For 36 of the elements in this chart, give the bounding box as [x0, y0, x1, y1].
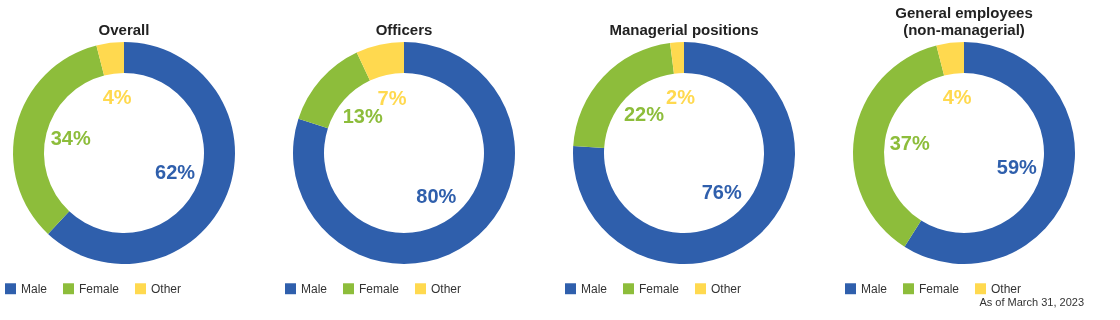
- legend-label: Female: [79, 281, 120, 296]
- donut-slice: [670, 42, 684, 74]
- chart-title: Managerial positions: [609, 21, 759, 38]
- legend-label: Male: [21, 281, 48, 296]
- legend-label: Female: [639, 281, 680, 296]
- data-label: 4%: [942, 86, 972, 109]
- legend-label: Other: [991, 281, 1022, 296]
- data-label: 59%: [996, 156, 1038, 179]
- data-label: 80%: [416, 185, 457, 208]
- slice-label: Male: [301, 281, 328, 296]
- donut-slice: [293, 42, 515, 264]
- chart-title: General employees (non-managerial): [895, 4, 1033, 38]
- data-label: 37%: [889, 132, 930, 155]
- data-label: 4%: [102, 86, 132, 109]
- donut-slice: [936, 42, 964, 76]
- chart-title: Overall: [98, 21, 150, 38]
- legend-label: Female: [919, 281, 960, 296]
- donut-slice: [48, 42, 235, 264]
- slice-label: Male: [861, 281, 888, 296]
- donut-slice: [853, 45, 945, 247]
- donut-slice: [573, 42, 795, 264]
- legend-label: Female: [359, 281, 400, 296]
- legend-label: Other: [151, 281, 182, 296]
- chart-title: Officers: [375, 21, 433, 38]
- donut-slice: [356, 42, 404, 81]
- donut-slice: [96, 42, 124, 76]
- data-label: 62%: [155, 161, 196, 184]
- legend-label: Other: [711, 281, 742, 296]
- slice-label: Male: [581, 281, 608, 296]
- data-label: 76%: [701, 181, 742, 204]
- text: As of March 31, 2023: [979, 296, 1084, 308]
- legend-label: Other: [431, 281, 462, 296]
- data-label: 34%: [50, 127, 91, 150]
- data-label: 2%: [666, 86, 696, 109]
- data-label: 22%: [623, 103, 665, 126]
- donut-slice: [13, 45, 105, 234]
